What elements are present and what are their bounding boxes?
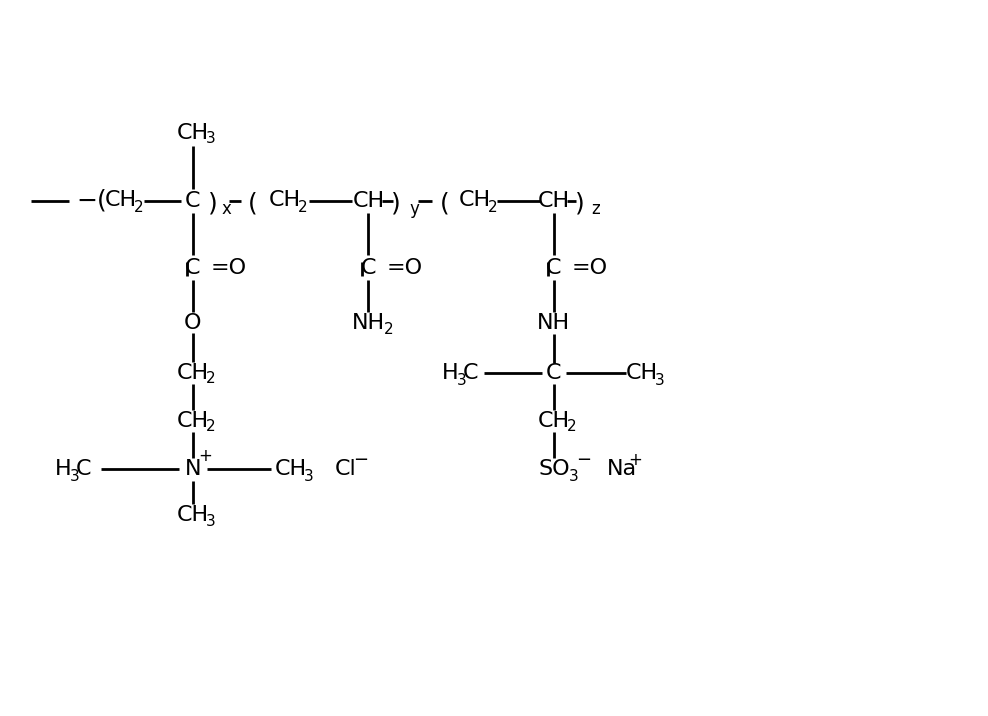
Text: C: C xyxy=(546,363,561,383)
Text: CH: CH xyxy=(105,190,137,210)
Text: =O: =O xyxy=(572,258,608,279)
Text: +: + xyxy=(628,450,642,468)
Text: =O: =O xyxy=(386,258,423,279)
Text: C: C xyxy=(185,258,201,279)
Text: C: C xyxy=(361,258,376,279)
Text: 2: 2 xyxy=(488,200,498,215)
Text: CH: CH xyxy=(269,190,300,210)
Text: 3: 3 xyxy=(303,469,313,484)
Text: C: C xyxy=(185,190,201,211)
Text: ): ) xyxy=(575,192,585,216)
Text: CH: CH xyxy=(177,123,208,143)
Text: Cl: Cl xyxy=(335,458,357,478)
Text: 2: 2 xyxy=(567,420,577,434)
Text: 3: 3 xyxy=(206,131,215,146)
Text: CH: CH xyxy=(177,505,208,526)
Text: SO: SO xyxy=(538,458,570,478)
Text: CH: CH xyxy=(537,411,570,431)
Text: y: y xyxy=(409,200,419,218)
Text: N: N xyxy=(185,458,202,478)
Text: 3: 3 xyxy=(70,469,80,484)
Text: C: C xyxy=(75,458,91,478)
Text: ): ) xyxy=(391,192,401,216)
Text: z: z xyxy=(592,200,600,218)
Text: 2: 2 xyxy=(134,200,144,215)
Text: CH: CH xyxy=(275,458,306,478)
Text: NH: NH xyxy=(352,313,385,333)
Text: Na: Na xyxy=(607,458,636,478)
Text: −: − xyxy=(353,450,368,468)
Text: C: C xyxy=(462,363,478,383)
Text: 3: 3 xyxy=(457,374,467,388)
Text: +: + xyxy=(198,447,211,465)
Text: (: ( xyxy=(432,192,450,216)
Text: −(: −( xyxy=(76,188,107,213)
Text: 2: 2 xyxy=(206,420,215,434)
Text: =O: =O xyxy=(210,258,247,279)
Text: 2: 2 xyxy=(297,200,307,215)
Text: (: ( xyxy=(240,192,258,216)
Text: O: O xyxy=(184,313,202,333)
Text: 2: 2 xyxy=(206,372,215,387)
Text: H: H xyxy=(442,363,458,383)
Text: CH: CH xyxy=(353,190,384,211)
Text: 2: 2 xyxy=(383,321,393,337)
Text: −: − xyxy=(576,450,591,468)
Text: CH: CH xyxy=(625,363,658,383)
Text: 3: 3 xyxy=(569,469,579,484)
Text: C: C xyxy=(546,258,561,279)
Text: NH: NH xyxy=(537,313,570,333)
Text: CH: CH xyxy=(459,190,491,210)
Text: CH: CH xyxy=(537,190,570,211)
Text: H: H xyxy=(55,458,71,478)
Text: 3: 3 xyxy=(655,374,664,388)
Text: 3: 3 xyxy=(206,514,215,529)
Text: ): ) xyxy=(207,192,217,216)
Text: CH: CH xyxy=(177,363,208,383)
Text: x: x xyxy=(222,200,232,218)
Text: CH: CH xyxy=(177,411,208,431)
